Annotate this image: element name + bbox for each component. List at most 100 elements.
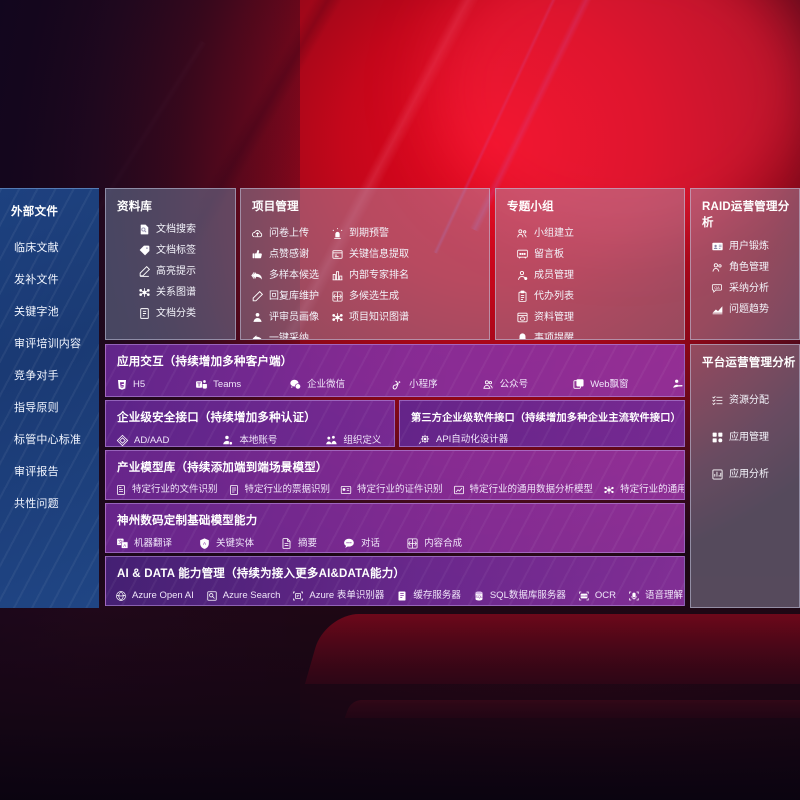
raid-item-issue-trend[interactable]: 问题趋势 — [709, 299, 793, 320]
library-item-label: 文档标签 — [156, 244, 196, 256]
library-item-document-search[interactable]: 文档搜索 — [136, 219, 229, 240]
svg-text:文: 文 — [118, 539, 123, 546]
svg-text:QA: QA — [714, 286, 720, 290]
project-item-key-info-extract[interactable]: 关键信息提取 — [329, 244, 409, 265]
project-item-multi-sample[interactable]: 多样本候选 — [249, 265, 329, 286]
base-model-item-label: 关键实体 — [216, 537, 255, 549]
sidebar-item-guidelines[interactable]: 指导原则 — [14, 402, 59, 414]
interaction-item-portal[interactable]: 门户 — [671, 375, 684, 394]
group-item-material-management[interactable]: 资料管理 — [514, 307, 598, 328]
document-search-icon — [138, 223, 151, 236]
industry-item-data-analysis-model[interactable]: 特定行业的通用数据分析模型 — [453, 481, 593, 499]
group-item-create-group[interactable]: 小组建立 — [514, 223, 598, 244]
alarm-light-icon — [331, 227, 344, 240]
band-thirdparty-interface: 第三方企业级软件接口（持续增加多种企业主流软件接口） API自动化设计器 — [399, 400, 685, 447]
base-model-item-key-entity[interactable]: A 关键实体 — [198, 534, 255, 552]
sidebar-item-keyword-pool[interactable]: 关键字池 — [14, 306, 59, 318]
project-item-expert-ranking[interactable]: 内部专家排名 — [329, 265, 409, 286]
expand-grid-icon — [331, 290, 344, 303]
library-item-relation-graph[interactable]: 关系图谱 — [136, 282, 229, 303]
project-item-multi-candidate[interactable]: 多候选生成 — [329, 286, 409, 307]
security-item-ad-aad[interactable]: AD/AAD — [116, 431, 169, 446]
interaction-item-miniprogram[interactable]: 小程序 — [391, 375, 438, 394]
sidebar-item-clinical-literature[interactable]: 临床文献 — [14, 242, 59, 254]
platform-item-resource-allocation[interactable]: 资源分配 — [709, 382, 793, 419]
ai-item-azure-search[interactable]: Azure Search — [206, 587, 280, 605]
base-model-item-content-synthesis[interactable]: 内容合成 — [406, 534, 462, 552]
project-item-label: 问卷上传 — [269, 227, 309, 239]
library-item-label: 文档搜索 — [156, 223, 196, 235]
group-item-todo-list[interactable]: 代办列表 — [514, 286, 598, 307]
highlight-pen-icon — [138, 265, 151, 278]
thirdparty-item-label: API自动化设计器 — [436, 433, 509, 445]
security-item-local-account[interactable]: 本地账号 — [221, 431, 277, 446]
project-item-one-click-adopt[interactable]: 一键采纳 — [249, 328, 329, 339]
base-model-item-dialog[interactable]: 对话 — [343, 534, 380, 552]
person-settings-icon — [516, 269, 529, 282]
interaction-item-teams[interactable]: Teams — [195, 375, 241, 394]
band-application-interaction: 应用交互（持续增加多种客户端） H5 Teams 企业微信 小程序 — [105, 344, 685, 397]
panel-platform-title: 平台运营管理分析 — [702, 357, 796, 369]
library-item-label: 文档分类 — [156, 307, 196, 319]
interaction-item-h5[interactable]: H5 — [116, 376, 145, 394]
project-item-reviewer-portrait[interactable]: 评审员画像 — [249, 307, 329, 328]
azure-search-icon — [206, 590, 218, 602]
group-item-member-management[interactable]: 成员管理 — [514, 265, 598, 286]
form-recognizer-icon — [292, 590, 304, 602]
sidebar-item-review-report[interactable]: 审评报告 — [14, 466, 59, 478]
sidebar-item-standards-center[interactable]: 标管中心标准 — [14, 434, 82, 446]
sidebar-item-review-training[interactable]: 审评培训内容 — [14, 338, 82, 350]
library-item-document-category[interactable]: 文档分类 — [136, 303, 229, 324]
project-item-reply-library[interactable]: 回复库维护 — [249, 286, 329, 307]
project-item-thanks[interactable]: 点赞感谢 — [249, 244, 329, 265]
platform-item-app-management[interactable]: 应用管理 — [709, 419, 793, 456]
group-item-message-board[interactable]: 留言板 — [514, 244, 598, 265]
raid-item-adoption-analysis[interactable]: QA 采纳分析 — [709, 278, 793, 299]
security-item-organization[interactable]: 组织定义 — [325, 431, 381, 446]
ai-item-ocr[interactable]: OCR OCR — [578, 587, 616, 605]
group-item-event-reminder[interactable]: 事项提醒 — [514, 328, 598, 339]
interaction-item-web-popup[interactable]: Web飘窗 — [572, 375, 629, 394]
project-item-expiry-alert[interactable]: 到期预警 — [329, 223, 409, 244]
sidebar-item-common-issues[interactable]: 共性问题 — [14, 498, 59, 510]
band-ai-data-title: AI & DATA 能力管理（持续为接入更多AI&DATA能力） — [117, 568, 406, 580]
project-item-questionnaire-upload[interactable]: 问卷上传 — [249, 223, 329, 244]
band-industry-model-library: 产业模型库（持续添加端到端场景模型） 特定行业的文件识别 特定行业的票据识别 特… — [105, 450, 685, 500]
person-portrait-icon — [251, 311, 264, 324]
raid-item-role-management[interactable]: 角色管理 — [709, 257, 793, 278]
project-item-label: 项目知识图谱 — [349, 311, 409, 323]
library-item-highlight[interactable]: 高亮提示 — [136, 261, 229, 282]
api-gear-icon — [418, 433, 431, 446]
interaction-item-official-account[interactable]: 公众号 — [482, 375, 528, 394]
base-model-item-summary[interactable]: 摘要 — [280, 534, 317, 552]
ai-item-form-recognizer[interactable]: Azure 表单识别器 — [292, 587, 384, 605]
thirdparty-item-api-designer[interactable]: API自动化设计器 — [418, 430, 509, 446]
industry-item-knowledge-graph-model[interactable]: 特定行业的通用知识图谱模型 — [603, 481, 684, 499]
sidebar-item-supplement-file[interactable]: 发补文件 — [14, 274, 59, 286]
industry-item-receipt-recognition[interactable]: 特定行业的票据识别 — [228, 481, 330, 499]
panel-project-management: 项目管理 问卷上传 到期预警 点赞感谢 关键信息提取 — [240, 188, 490, 340]
ocr-icon: OCR — [578, 590, 590, 602]
interaction-item-wecom[interactable]: 企业微信 — [289, 375, 345, 394]
reply-all-icon — [251, 269, 264, 282]
svg-text:A: A — [203, 541, 207, 546]
panel-raid-analysis: RAID运营管理分析 用户锻炼 角色管理 QA 采纳分析 问题趋势 — [690, 188, 800, 340]
industry-item-id-recognition[interactable]: 特定行业的证件识别 — [340, 481, 443, 499]
library-item-document-tag[interactable]: 文档标签 — [136, 240, 229, 261]
project-item-knowledge-graph[interactable]: 项目知识图谱 — [329, 307, 419, 328]
raid-item-user-profile[interactable]: 用户锻炼 — [709, 236, 793, 257]
tag-icon — [138, 244, 151, 257]
platform-item-app-analytics[interactable]: 应用分析 — [709, 456, 793, 493]
ai-item-speech-understanding[interactable]: 语音理解 — [628, 587, 683, 605]
ai-item-sql-database[interactable]: SQL SQL数据库服务器 — [473, 587, 566, 605]
ai-item-cache-server[interactable]: 缓存服务器 — [396, 587, 461, 605]
sql-database-icon: SQL — [473, 590, 485, 602]
ai-item-azure-open-ai[interactable]: Azure Open AI — [115, 587, 194, 605]
project-item-label: 多样本候选 — [269, 269, 319, 281]
industry-item-file-recognition[interactable]: 特定行业的文件识别 — [115, 481, 218, 499]
thumbs-up-icon — [251, 248, 264, 261]
sidebar-item-competitors[interactable]: 竞争对手 — [14, 370, 59, 382]
